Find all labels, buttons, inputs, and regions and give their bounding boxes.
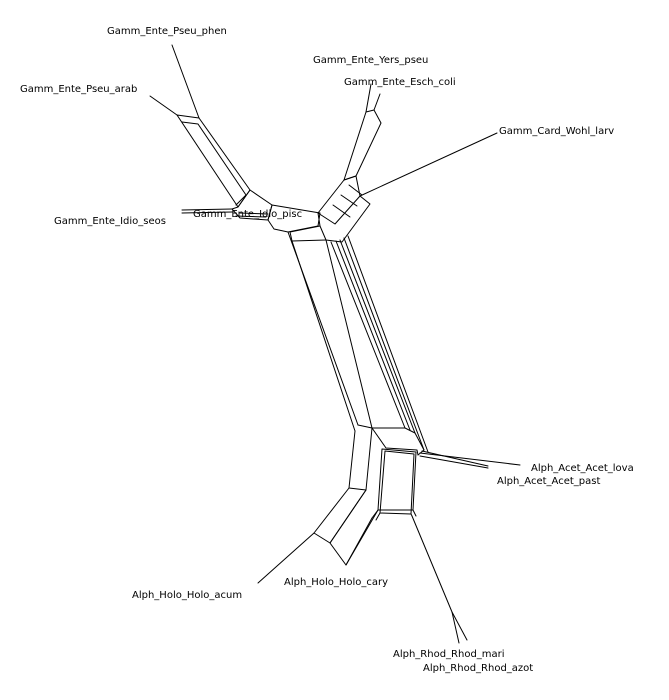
label-rhod-mari: Alph_Rhod_Rhod_mari — [393, 649, 505, 660]
bundle-edge-3 — [325, 239, 373, 429]
split-box-lo-4b — [379, 450, 415, 515]
bundle-edge-2 — [291, 240, 356, 432]
split-box-ur-1 — [343, 109, 382, 181]
split-box-ul-5 — [235, 212, 269, 218]
bundle-edge-4 — [330, 241, 406, 429]
edge-rhod-azot — [451, 611, 468, 641]
split-box-lo-8 — [410, 509, 417, 517]
split-box-lo-3 — [371, 427, 419, 456]
edge-holo-acum — [257, 532, 315, 584]
edge-pseu-arab — [149, 95, 178, 116]
split-box-lo-1 — [357, 424, 425, 456]
central-bundle — [287, 231, 429, 453]
label-pseu-arab: Gamm_Ente_Pseu_arab — [20, 84, 137, 95]
edge-idio-seos-b — [181, 208, 233, 211]
label-acet-past: Alph_Acet_Acet_past — [497, 476, 600, 487]
label-idio-seos: Gamm_Ente_Idio_seos — [54, 216, 166, 227]
label-acet-lova: Alph_Acet_Acet_lova — [531, 463, 634, 474]
split-box-lo-6 — [329, 489, 379, 566]
bundle-edge-8 — [347, 235, 429, 453]
edge-esch-coli — [373, 93, 381, 111]
label-holo-cary: Alph_Holo_Holo_cary — [284, 577, 388, 588]
split-box-ul-1 — [176, 114, 251, 208]
split-box-lo-4 — [377, 448, 417, 511]
label-holo-acum: Alph_Holo_Holo_acum — [132, 590, 242, 601]
label-pseu-phen: Gamm_Ente_Pseu_phen — [107, 26, 227, 37]
edge-yers-pseu — [365, 83, 372, 113]
bundle-edge-6 — [339, 239, 416, 434]
edge-rhod-mari — [451, 611, 460, 644]
split-box-ul-2 — [181, 121, 247, 206]
label-rhod-azot: Alph_Rhod_Rhod_azot — [423, 663, 533, 674]
split-box-lo-2 — [348, 427, 373, 491]
lower-splits — [313, 424, 425, 566]
edge-idio-seos — [181, 211, 233, 214]
split-box-ur-2 — [317, 175, 361, 225]
label-idio-pisc: Gamm_Ente_Idio_pisc — [193, 209, 302, 220]
bundle-edge-5 — [335, 240, 411, 431]
edge-acet-past-b — [421, 450, 489, 467]
upper-left-splits — [176, 114, 321, 233]
taxon-labels: Gamm_Ente_Pseu_phen Gamm_Ente_Pseu_arab … — [20, 26, 634, 674]
edge-acet-lova — [419, 452, 521, 466]
label-wohl-larv: Gamm_Card_Wohl_larv — [499, 126, 614, 137]
upper-right-splits — [289, 109, 382, 243]
bundle-edge-7 — [343, 237, 425, 451]
edge-rhod — [411, 515, 453, 613]
label-esch-coli: Gamm_Ente_Esch_coli — [344, 77, 456, 88]
split-box-lo-7 — [371, 509, 381, 521]
split-box-ur-4 — [317, 195, 371, 243]
split-box-lo-5 — [313, 487, 367, 544]
edge-wohl-larv — [359, 132, 498, 197]
label-yers-pseu: Gamm_Ente_Yers_pseu — [313, 55, 428, 66]
edge-acet-past — [419, 455, 489, 469]
split-box-ur-5 — [289, 225, 327, 242]
edge-pseu-phen — [171, 44, 200, 119]
split-box-ur-3 — [332, 184, 363, 218]
